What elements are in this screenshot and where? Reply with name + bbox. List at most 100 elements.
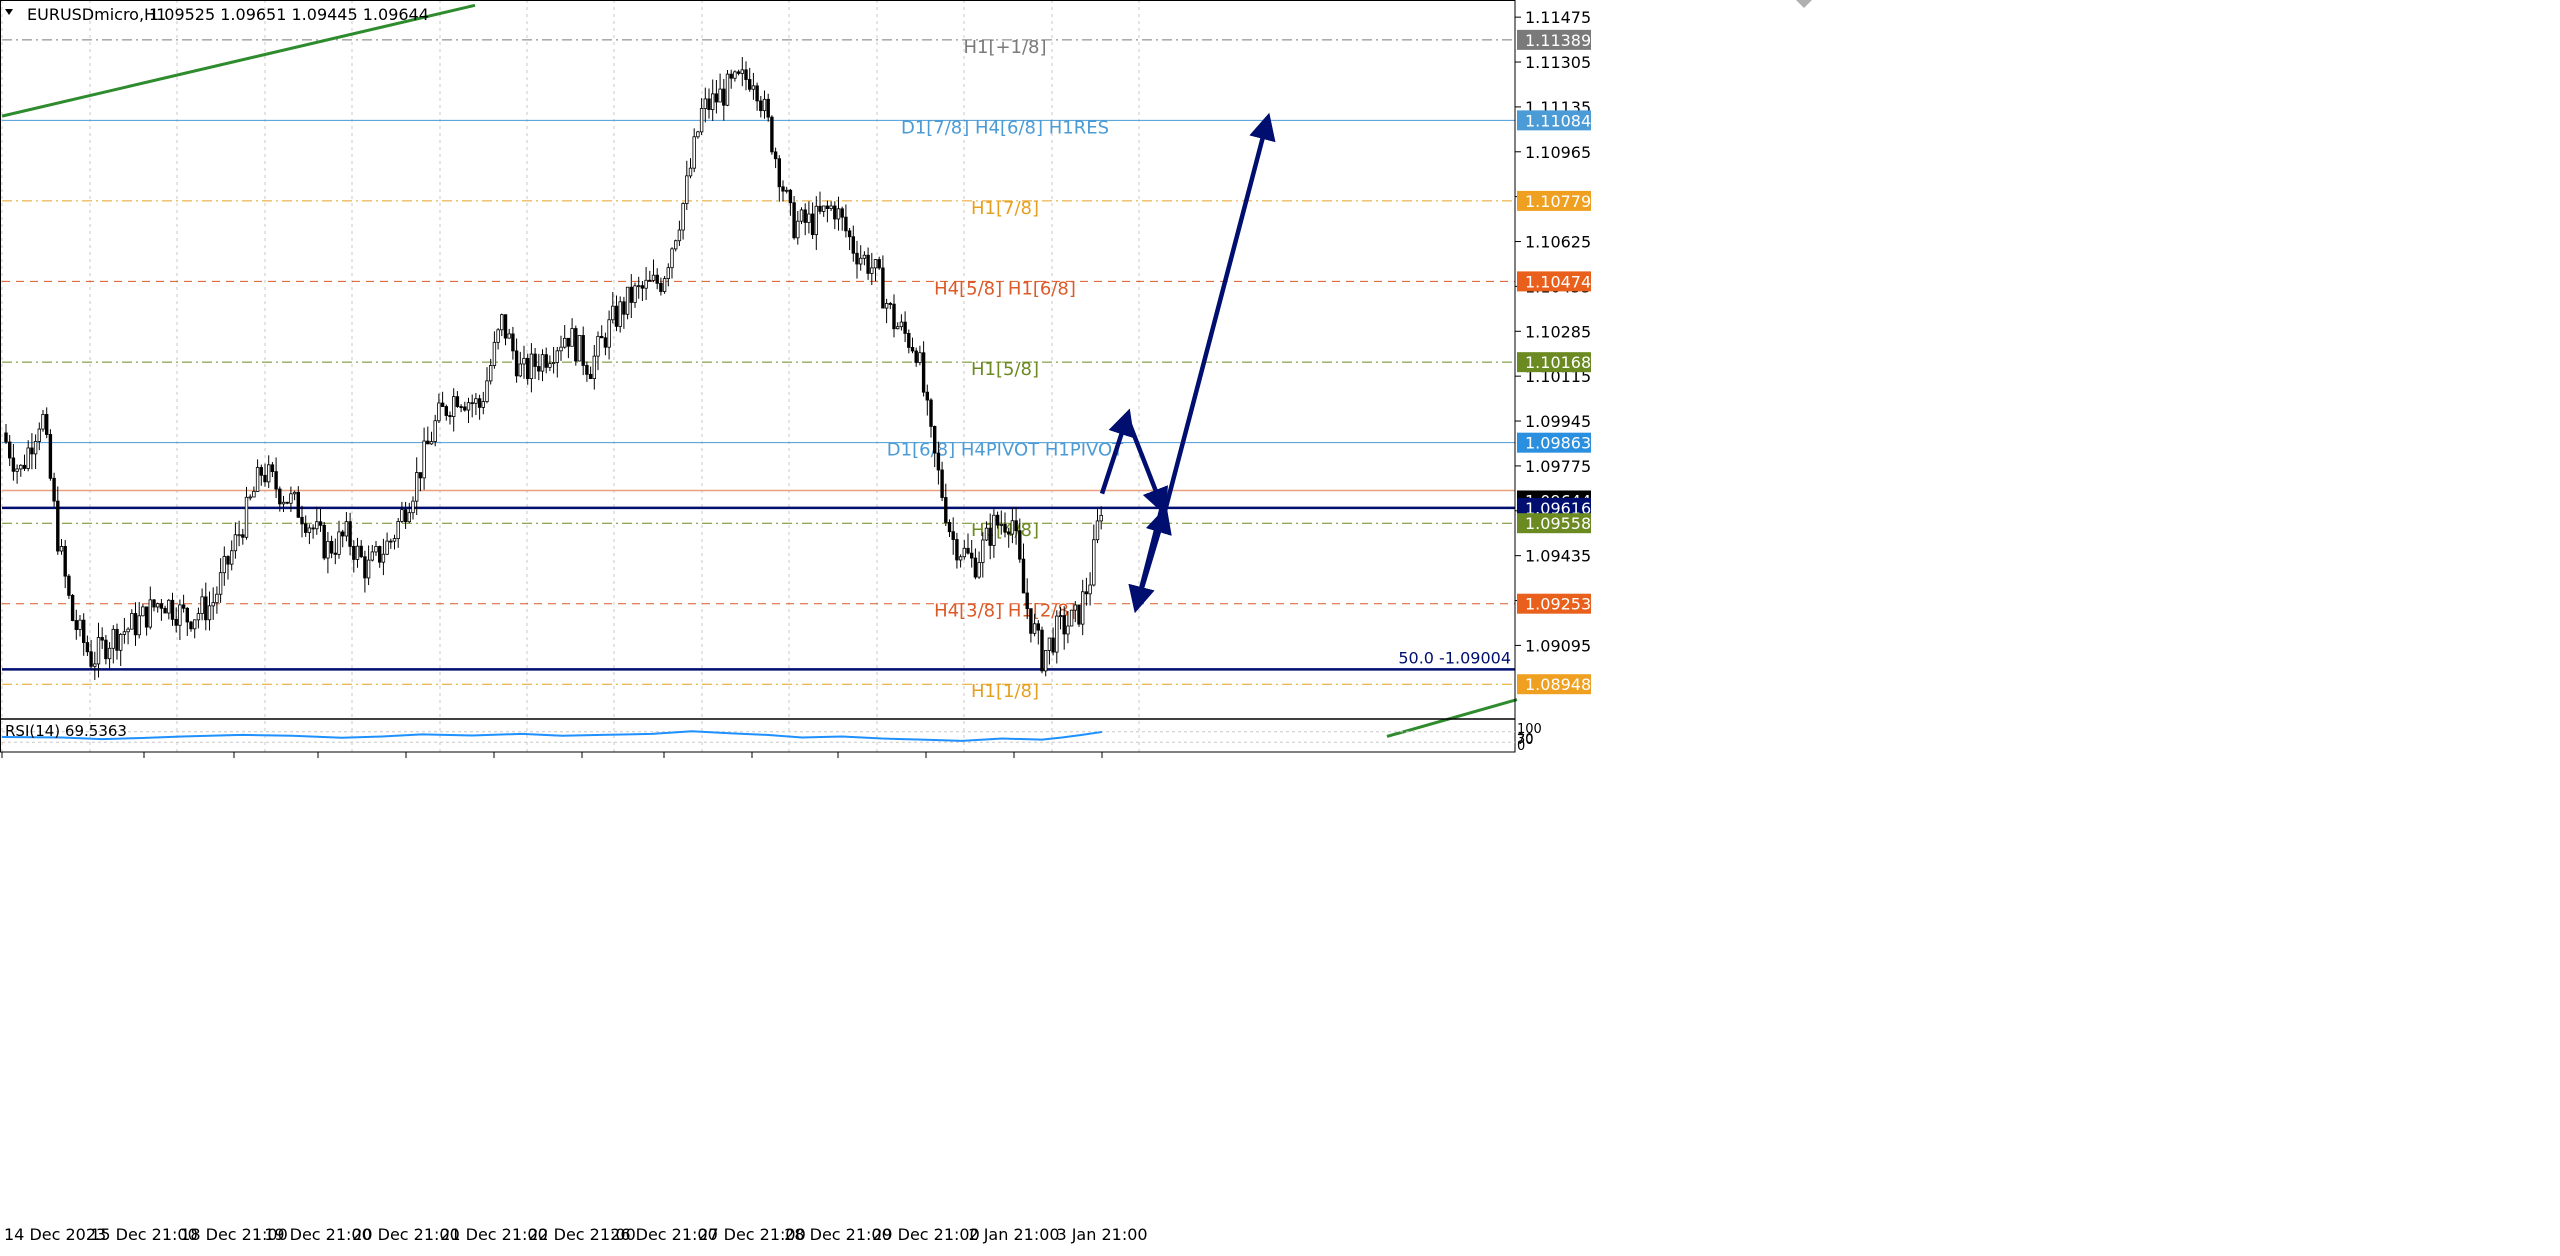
candle xyxy=(681,202,685,240)
price-tag: 1.09616 xyxy=(1517,497,1591,518)
candle xyxy=(326,532,330,574)
candle xyxy=(526,353,530,385)
candle xyxy=(537,353,541,381)
triangle-down-icon[interactable] xyxy=(5,9,13,15)
price-tick-label: 1.09435 xyxy=(1525,547,1591,566)
candle xyxy=(688,158,693,179)
candle xyxy=(178,599,182,641)
candle xyxy=(167,598,171,620)
price-tag-label: 1.10168 xyxy=(1525,353,1591,372)
candle xyxy=(984,521,989,542)
candle xyxy=(899,314,904,331)
candle xyxy=(1073,601,1077,623)
candle xyxy=(970,539,974,568)
candle xyxy=(773,147,778,169)
rsi-scale-label: 0 xyxy=(1517,739,1525,754)
candle xyxy=(285,501,289,505)
candle xyxy=(670,247,674,279)
candle xyxy=(370,544,374,562)
candle xyxy=(588,366,593,380)
candle xyxy=(940,461,944,502)
candle xyxy=(703,87,707,123)
candle xyxy=(189,620,193,632)
candle xyxy=(500,313,504,337)
candle xyxy=(78,615,82,637)
candle xyxy=(67,573,71,599)
candle xyxy=(799,207,804,225)
candle xyxy=(577,335,582,362)
candle xyxy=(770,115,774,155)
candle xyxy=(348,512,352,556)
candle xyxy=(1088,572,1092,606)
candle xyxy=(807,201,811,234)
period-marker xyxy=(1796,0,1812,8)
candle xyxy=(278,486,282,512)
time-tick-label: 26 Dec 21:00 xyxy=(610,1225,718,1244)
candle xyxy=(955,532,959,569)
forecast-arrow[interactable] xyxy=(1124,416,1169,516)
candle xyxy=(19,464,23,477)
candle xyxy=(255,459,260,492)
candle xyxy=(237,520,241,547)
price-tag: 1.11084 xyxy=(1517,110,1591,131)
candle xyxy=(318,509,323,532)
candle xyxy=(474,393,478,416)
candle xyxy=(555,347,559,378)
candle xyxy=(810,202,815,240)
candle xyxy=(947,519,952,537)
candle xyxy=(958,554,963,568)
candle xyxy=(1058,607,1063,630)
trendline[interactable] xyxy=(1386,698,1518,738)
price-axis: 1.114751.113051.111351.109651.107951.106… xyxy=(1515,8,1591,655)
candle xyxy=(93,651,97,680)
candle xyxy=(540,349,545,382)
forecast-arrow[interactable] xyxy=(1134,506,1172,606)
candle xyxy=(873,259,878,282)
forecast-arrow[interactable] xyxy=(1161,112,1276,516)
candle xyxy=(414,457,419,515)
candle xyxy=(141,604,145,617)
candle xyxy=(152,599,156,612)
price-tag-label: 1.10779 xyxy=(1525,192,1591,211)
candle xyxy=(422,427,426,490)
candle xyxy=(1051,627,1055,656)
candle xyxy=(548,355,552,372)
candle xyxy=(729,69,733,89)
candle xyxy=(359,540,363,559)
time-tick-label: 15 Dec 21:00 xyxy=(90,1225,198,1244)
candle xyxy=(818,191,822,215)
candle xyxy=(381,538,386,576)
candle xyxy=(785,186,789,194)
candle xyxy=(607,310,611,360)
candle xyxy=(119,632,123,667)
candle xyxy=(426,426,430,445)
candle xyxy=(648,270,652,282)
candle xyxy=(651,259,656,283)
candle xyxy=(1044,650,1048,677)
candle xyxy=(903,311,907,343)
candle xyxy=(377,545,382,568)
price-tick-label: 1.09945 xyxy=(1525,412,1591,431)
candle xyxy=(63,540,67,589)
candle xyxy=(859,245,863,271)
candles xyxy=(4,57,1103,680)
candle xyxy=(263,463,267,487)
candle xyxy=(910,337,915,354)
trendline[interactable] xyxy=(1,3,476,118)
candle xyxy=(777,155,781,202)
ohlc-label: 1.09525 1.09651 1.09445 1.09644 xyxy=(149,5,429,24)
candle xyxy=(104,634,108,665)
candle xyxy=(640,280,645,302)
candle xyxy=(533,347,537,380)
price-tag: 1.10168 xyxy=(1517,352,1591,373)
candle xyxy=(581,326,585,376)
candle xyxy=(1032,613,1037,637)
candle xyxy=(481,391,485,415)
candle xyxy=(244,486,249,540)
candle xyxy=(15,464,19,484)
candle xyxy=(511,326,515,360)
forecast-arrow[interactable] xyxy=(1099,408,1135,495)
candle xyxy=(181,594,186,613)
